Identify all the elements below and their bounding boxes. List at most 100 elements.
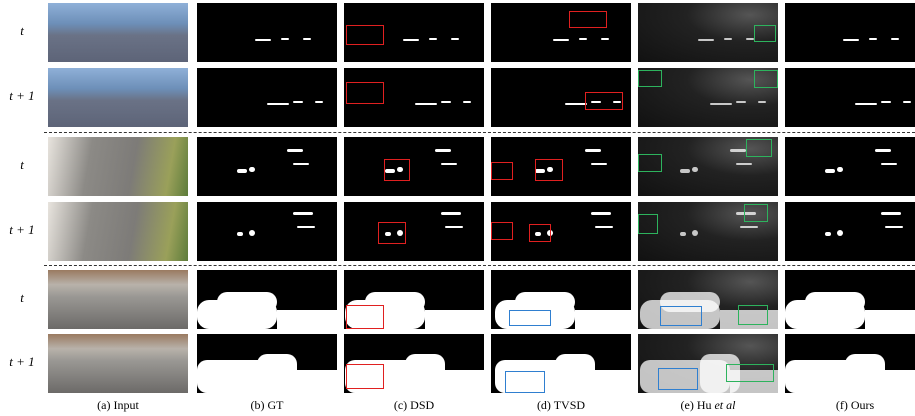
mask-region [315, 101, 323, 103]
mask-region [724, 38, 732, 40]
mask-region [595, 226, 613, 228]
mask-region [553, 39, 569, 41]
mask-image [197, 68, 337, 127]
separator [44, 265, 915, 266]
highlight-box [346, 305, 384, 329]
column-caption: (a) Input [48, 398, 188, 413]
highlight-box [754, 70, 778, 88]
mask-region [249, 167, 255, 172]
mask-region [435, 149, 451, 152]
mask-image [197, 270, 337, 329]
row-label: t + 1 [0, 222, 44, 238]
mask-image [197, 334, 337, 393]
column-caption: (d) TVSD [491, 398, 631, 413]
mask-image [785, 137, 915, 196]
mask-region [267, 103, 289, 105]
mask-region [463, 101, 471, 103]
input-image [48, 68, 188, 127]
input-image [48, 3, 188, 62]
mask-region [255, 39, 271, 41]
mask-region [591, 163, 607, 165]
mask-region [293, 212, 313, 215]
mask-region [287, 370, 337, 393]
column-caption: (c) DSD [344, 398, 484, 413]
row-label: t [0, 157, 44, 173]
column-caption: (f) Ours [785, 398, 915, 413]
highlight-box [346, 364, 384, 389]
row-label: t + 1 [0, 354, 44, 370]
mask-image [344, 137, 484, 196]
mask-region [837, 230, 843, 236]
mask-region [843, 39, 859, 41]
figure: tt + 1tt + 1tt + 1(a) Input(b) GT(c) DSD… [0, 0, 915, 416]
highlight-box [660, 306, 702, 326]
mask-region [881, 212, 901, 215]
row-label: t [0, 290, 44, 306]
mask-image [785, 334, 915, 393]
mask-region [293, 101, 303, 103]
mask-region [515, 292, 575, 312]
mask-region [692, 167, 698, 172]
mask-region [680, 232, 686, 236]
mask-image [344, 68, 484, 127]
highlight-box [491, 162, 513, 180]
mask-region [740, 226, 758, 228]
highlight-box [585, 92, 623, 110]
highlight-box [638, 154, 662, 172]
mask-image [491, 334, 631, 393]
mask-image [638, 68, 778, 127]
mask-region [575, 310, 631, 329]
caption-text: (d) TVSD [537, 398, 585, 412]
mask-region [441, 212, 461, 215]
mask-image [197, 3, 337, 62]
mask-region [445, 226, 463, 228]
row-label: t + 1 [0, 88, 44, 104]
mask-region [591, 212, 611, 215]
mask-image [197, 202, 337, 261]
mask-region [237, 169, 247, 173]
mask-image [638, 334, 778, 393]
mask-region [585, 370, 631, 393]
separator [44, 132, 915, 133]
mask-region [435, 370, 484, 393]
highlight-box [726, 364, 774, 382]
highlight-box [658, 368, 698, 390]
mask-image [491, 270, 631, 329]
mask-region [217, 292, 277, 312]
mask-image [638, 202, 778, 261]
mask-region [281, 38, 289, 40]
highlight-box [505, 371, 545, 393]
mask-region [277, 310, 337, 329]
caption-text: (e) Hu [681, 398, 712, 412]
highlight-box [535, 159, 563, 181]
input-image [48, 202, 188, 261]
caption-text: (b) GT [251, 398, 284, 412]
mask-region [441, 101, 451, 103]
mask-region [680, 169, 690, 173]
highlight-box [491, 222, 513, 240]
highlight-box [346, 25, 384, 45]
mask-region [585, 149, 601, 152]
mask-image [491, 137, 631, 196]
mask-region [579, 38, 587, 40]
mask-region [287, 149, 303, 152]
highlight-box [346, 82, 384, 104]
mask-region [875, 149, 891, 152]
mask-region [736, 101, 746, 103]
mask-image [344, 3, 484, 62]
input-image [48, 137, 188, 196]
highlight-box [738, 305, 768, 325]
mask-region [881, 163, 897, 165]
mask-region [885, 226, 903, 228]
mask-region [805, 292, 865, 312]
mask-region [403, 39, 419, 41]
mask-image [491, 68, 631, 127]
input-image [48, 334, 188, 393]
mask-image [197, 137, 337, 196]
mask-region [825, 232, 831, 236]
caption-text: (a) Input [97, 398, 139, 412]
mask-region [425, 310, 484, 329]
mask-region [710, 103, 732, 105]
mask-region [891, 38, 899, 40]
caption-italic: et al [714, 398, 735, 412]
